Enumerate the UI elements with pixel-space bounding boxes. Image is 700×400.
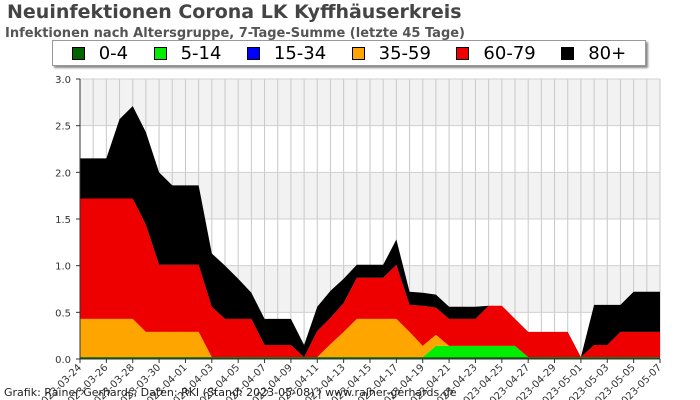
y-tick-label: 1.5 (55, 215, 71, 226)
legend-label: 60-79 (483, 42, 536, 64)
legend-swatch (246, 46, 260, 60)
legend-item: 60-79 (456, 42, 536, 64)
legend-label: 0-4 (98, 42, 129, 64)
legend-label: 80+ (588, 42, 627, 64)
legend-item: 5-14 (153, 42, 222, 64)
legend-label: 15-34 (273, 42, 327, 64)
legend-label: 35-59 (378, 42, 431, 64)
y-tick-label: 2.0 (55, 168, 71, 179)
legend-swatch (153, 46, 167, 60)
legend-swatch (351, 46, 365, 60)
y-tick-label: 2.5 (55, 122, 71, 133)
legend-item: 0-4 (71, 42, 129, 64)
legend-item: 80+ (561, 43, 626, 64)
y-tick-label: 0.5 (55, 308, 71, 319)
legend-item: 35-59 (351, 42, 431, 64)
series-area-5-14 (80, 345, 660, 358)
y-tick-label: 0.0 (55, 355, 71, 366)
legend-label: 5-14 (180, 42, 222, 64)
series-area-35-59 (80, 318, 660, 358)
legend-item: 15-34 (246, 42, 327, 64)
y-tick-label: 3.0 (55, 75, 71, 86)
legend-swatch (71, 46, 85, 60)
chart-legend: 0-4 5-14 15-34 35-59 60-79 80+ (52, 40, 646, 66)
legend-swatch (561, 46, 575, 60)
legend-swatch (456, 46, 470, 60)
y-tick-label: 1.0 (55, 262, 71, 273)
chart-title: Neuinfektionen Corona LK Kyffhäuserkreis (7, 1, 462, 23)
chart-subtitle: Infektionen nach Altersgruppe, 7-Tage-Su… (5, 26, 466, 41)
series-area-80+ (80, 106, 660, 358)
footer-credit: Grafik: Rainer Gerhards, Daten: RKI (Sta… (4, 386, 457, 399)
